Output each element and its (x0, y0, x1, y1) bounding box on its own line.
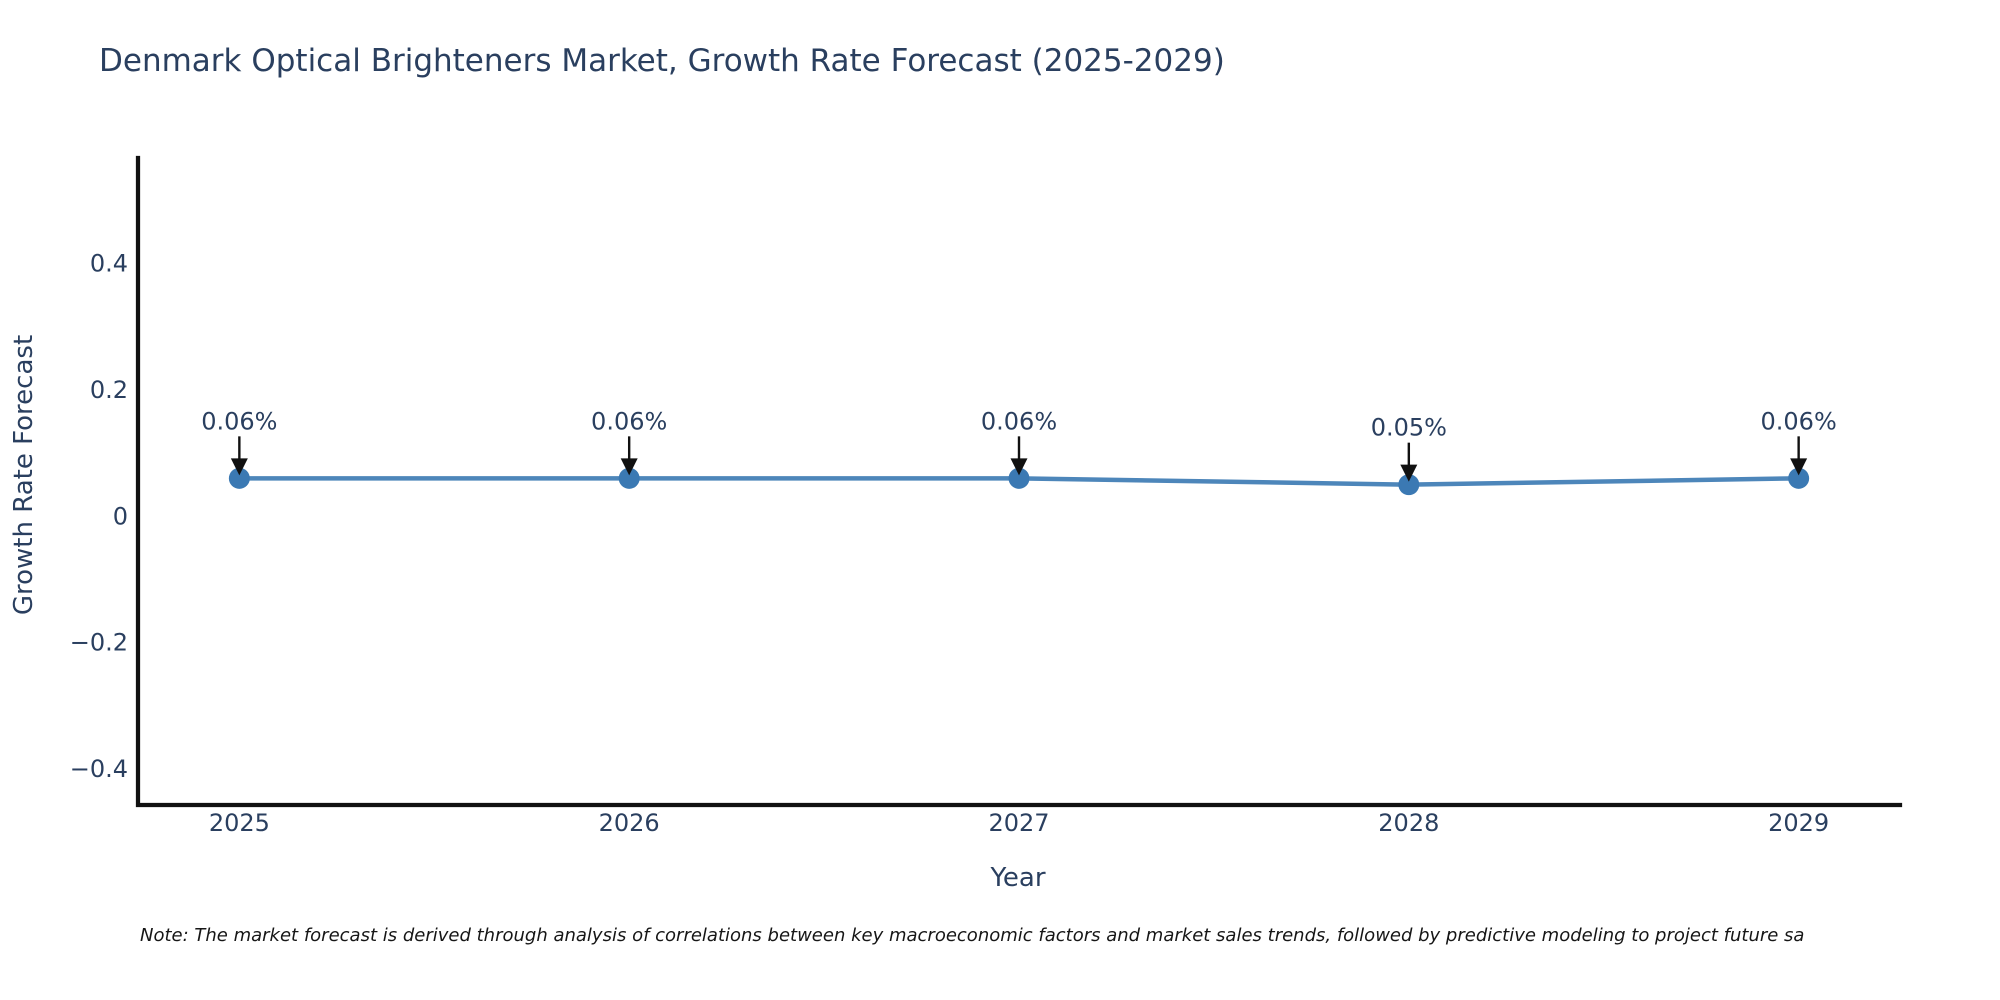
annotation-arrowhead-icon (620, 458, 638, 476)
x-tick-label: 2025 (209, 809, 270, 837)
x-tick-label: 2029 (1768, 809, 1829, 837)
y-tick-label: 0 (113, 502, 128, 530)
point-value-label: 0.05% (1371, 414, 1447, 442)
x-tick-label: 2028 (1378, 809, 1439, 837)
point-value-label: 0.06% (201, 407, 277, 435)
data-point (1788, 467, 1810, 489)
y-tick-label: 0.4 (90, 250, 128, 278)
point-value-label: 0.06% (981, 407, 1057, 435)
x-tick-label: 2027 (988, 809, 1049, 837)
y-tick-label: 0.2 (90, 376, 128, 404)
annotation-arrowhead-icon (230, 458, 248, 476)
annotation-arrowhead-icon (1010, 458, 1028, 476)
y-axis-title: Growth Rate Forecast (9, 335, 39, 615)
axis-lines (135, 155, 1903, 808)
y-tick-label: −0.2 (70, 629, 128, 657)
chart-title: Denmark Optical Brighteners Market, Grow… (99, 43, 1225, 79)
x-tick-label: 2026 (599, 809, 660, 837)
y-tick-label: −0.4 (70, 755, 128, 783)
x-axis-title: Year (989, 863, 1045, 893)
footnote: Note: The market forecast is derived thr… (140, 925, 1804, 946)
data-point (228, 467, 250, 489)
point-value-label: 0.06% (1761, 407, 1837, 435)
data-point (618, 467, 640, 489)
annotation-arrowhead-icon (1400, 464, 1418, 482)
data-point (1398, 474, 1420, 496)
data-point (1008, 467, 1030, 489)
annotation-arrowhead-icon (1790, 458, 1808, 476)
point-value-label: 0.06% (591, 407, 667, 435)
plot-area: 0.4 0.2 0 −0.2 −0.4 2025 2026 2027 2028 2029 0.06%… (70, 155, 1903, 837)
